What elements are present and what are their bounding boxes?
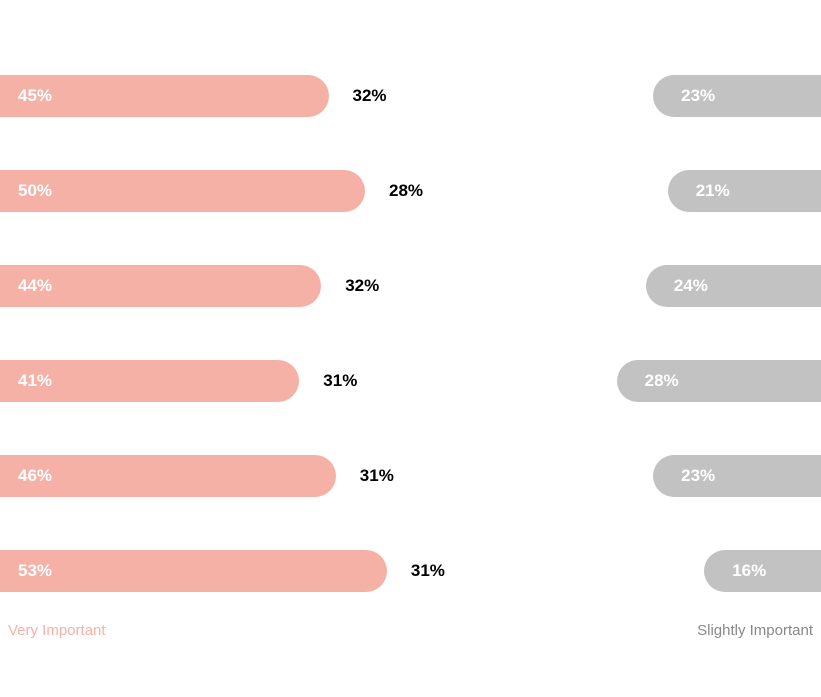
bar-slightly-important: 24% <box>646 265 821 307</box>
bar-slightly-important: 28% <box>617 360 821 402</box>
bar-slightly-important: 23% <box>653 75 821 117</box>
bar-very-important: 50% <box>0 170 365 212</box>
middle-label: 32% <box>353 75 387 117</box>
middle-label: 31% <box>323 360 357 402</box>
bar-slightly-important: 16% <box>704 550 821 592</box>
middle-label: 32% <box>345 265 379 307</box>
bar-very-label: 41% <box>18 371 52 391</box>
bar-very-label: 50% <box>18 181 52 201</box>
chart-row: 41% 31% 28% <box>0 360 821 402</box>
bar-very-important: 41% <box>0 360 299 402</box>
chart-row: 50% 28% 21% <box>0 170 821 212</box>
bar-slightly-important: 21% <box>668 170 821 212</box>
bar-very-label: 46% <box>18 466 52 486</box>
middle-label: 31% <box>411 550 445 592</box>
chart-legend: Very Important Slightly Important <box>8 622 813 639</box>
bar-slightly-label: 23% <box>681 466 715 486</box>
bar-slightly-label: 21% <box>696 181 730 201</box>
chart-row: 44% 32% 24% <box>0 265 821 307</box>
chart-row: 53% 31% 16% <box>0 550 821 592</box>
bar-very-important: 44% <box>0 265 321 307</box>
bar-slightly-label: 16% <box>732 561 766 581</box>
chart-row: 45% 32% 23% <box>0 75 821 117</box>
middle-label: 28% <box>389 170 423 212</box>
bar-very-label: 45% <box>18 86 52 106</box>
diverging-bar-chart: 45% 32% 23% 50% 28% 21% 44% 32% 24% 41% 31% 28% 46% 3… <box>0 75 821 645</box>
legend-right: Slightly Important <box>697 622 813 639</box>
bar-slightly-important: 23% <box>653 455 821 497</box>
bar-very-important: 46% <box>0 455 336 497</box>
middle-label: 31% <box>360 455 394 497</box>
bar-very-important: 45% <box>0 75 329 117</box>
bar-very-label: 44% <box>18 276 52 296</box>
bar-slightly-label: 28% <box>645 371 679 391</box>
legend-left: Very Important <box>8 622 106 639</box>
bar-very-important: 53% <box>0 550 387 592</box>
bar-slightly-label: 24% <box>674 276 708 296</box>
bar-slightly-label: 23% <box>681 86 715 106</box>
chart-row: 46% 31% 23% <box>0 455 821 497</box>
bar-very-label: 53% <box>18 561 52 581</box>
